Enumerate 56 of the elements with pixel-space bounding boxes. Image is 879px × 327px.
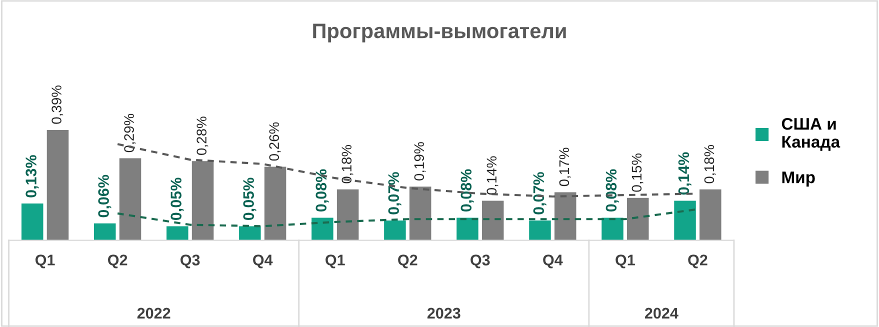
bar (312, 218, 334, 240)
text: 2022 (137, 308, 170, 319)
x-tick-label: Q4 (253, 254, 273, 268)
x-tick-label: Q1 (35, 254, 55, 268)
x-tick-label: Q3 (470, 254, 490, 268)
bar (627, 198, 649, 240)
data-label: 0,28% (196, 116, 208, 156)
data-label: 0,29% (124, 114, 136, 152)
bar (336, 189, 359, 240)
data-label: 0,13% (26, 155, 39, 198)
data-label: 0,07% (533, 172, 546, 214)
data-label: 0,07% (388, 172, 402, 214)
bar (239, 226, 261, 240)
x-tick-label: Q1 (326, 254, 345, 268)
data-label: 0,14% (678, 152, 692, 195)
bar (192, 161, 214, 240)
bar (409, 186, 432, 240)
data-label: 0,17% (559, 148, 571, 186)
data-label: 0,18% (704, 144, 716, 184)
data-label: 0,08% (460, 169, 474, 212)
bar (119, 158, 142, 240)
data-label: 0,39% (52, 86, 64, 124)
chart-title: Программы-вымогатели (313, 24, 566, 42)
data-label: 0,05% (243, 178, 256, 220)
x-tick-label: Q2 (688, 254, 708, 268)
x-tick-label: Q2 (108, 254, 128, 268)
bar (602, 218, 624, 240)
bar (166, 226, 188, 240)
x-tick-label: Q4 (543, 254, 563, 268)
bar (529, 220, 551, 240)
data-label: 0,18% (342, 144, 354, 184)
data-label: 0,26% (269, 122, 281, 161)
x-tick-label: Q3 (180, 254, 200, 268)
bar (46, 130, 69, 240)
data-label: 0,15% (632, 153, 644, 192)
text: 2024 (644, 308, 678, 319)
bar (554, 192, 576, 240)
data-label: 0,08% (606, 169, 619, 212)
bar (456, 218, 478, 240)
data-label: 0,14% (486, 156, 498, 195)
bar (264, 166, 286, 240)
bar (674, 200, 696, 240)
data-label: 0,05% (170, 178, 184, 220)
data-label: 0,19% (414, 142, 426, 180)
legend-label: США и Канада (782, 118, 840, 151)
bar (21, 204, 44, 240)
x-tick-label: Q1 (616, 254, 635, 268)
bar (94, 223, 116, 240)
data-label: 0,06% (98, 174, 112, 218)
bar (700, 189, 722, 240)
bar (384, 220, 406, 240)
bar (482, 200, 504, 240)
x-tick-label: Q2 (398, 254, 418, 268)
text: 2023 (427, 308, 460, 319)
legend-label: Мир (782, 172, 815, 187)
data-label: 0,08% (316, 169, 329, 212)
